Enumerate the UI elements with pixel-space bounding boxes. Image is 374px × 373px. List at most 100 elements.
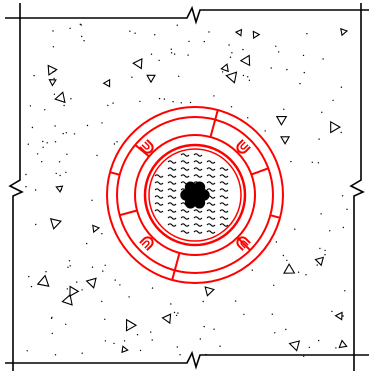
wave-mark — [180, 216, 190, 220]
wave-mark — [206, 167, 216, 171]
concrete-dot — [278, 51, 280, 53]
concrete-dot — [63, 104, 65, 107]
wave-mark — [219, 216, 229, 220]
concrete-dot — [187, 54, 189, 56]
aggregate-triangle — [49, 218, 62, 230]
concrete-dot — [317, 162, 320, 164]
concrete-dot — [342, 315, 344, 317]
wave-mark — [167, 209, 177, 213]
concrete-dot — [340, 131, 342, 134]
concrete-dot — [55, 172, 57, 175]
concrete-slab — [5, 3, 369, 371]
concrete-dot — [332, 99, 334, 102]
wave-mark — [180, 223, 190, 227]
concrete-dot — [107, 104, 109, 107]
wave-mark — [193, 209, 203, 213]
concrete-dot — [69, 27, 71, 29]
aggregate-triangle — [85, 277, 97, 289]
wave-mark — [167, 195, 177, 199]
concrete-dot — [346, 208, 348, 210]
concrete-dot — [113, 342, 115, 345]
concrete-dot — [173, 53, 176, 55]
concrete-dot — [234, 300, 237, 302]
concrete-dot — [150, 331, 152, 333]
concrete-dot — [104, 264, 106, 266]
concrete-dot — [274, 332, 276, 334]
aggregate-triangle — [204, 286, 215, 297]
concrete-dot — [151, 339, 153, 341]
concrete-dot — [28, 275, 30, 278]
concrete-dot — [221, 71, 224, 73]
cable-core-bundle — [180, 181, 210, 209]
concrete-dot — [52, 46, 55, 48]
concrete-dot — [176, 346, 178, 348]
concrete-dot — [179, 354, 181, 356]
wave-mark — [193, 230, 203, 234]
wave-mark — [206, 202, 216, 206]
aggregate-triangle — [102, 78, 111, 88]
wave-mark — [193, 174, 203, 178]
concrete-dot — [104, 340, 107, 342]
aggregate-triangle — [61, 293, 73, 306]
slab-outline-top — [5, 5, 369, 25]
wave-mark — [219, 209, 229, 213]
sleeve-divider — [119, 209, 138, 217]
concrete-dot — [242, 74, 245, 77]
concrete-dot — [34, 189, 37, 191]
concrete-dot — [303, 71, 305, 74]
concrete-dot — [247, 117, 249, 119]
wave-mark — [193, 223, 203, 227]
concrete-dot — [213, 328, 215, 330]
concrete-dot — [119, 284, 121, 286]
concrete-dot — [158, 59, 160, 62]
wave-mark — [193, 160, 203, 164]
wave-mark — [180, 209, 190, 213]
outer-sleeve-ring-inner — [116, 116, 274, 274]
concrete-dot — [31, 126, 34, 129]
concrete-dot — [139, 349, 142, 352]
anchor-hook-inner — [141, 141, 150, 150]
concrete-dot — [129, 30, 131, 32]
concrete-dot — [54, 354, 57, 356]
concrete-dot — [231, 52, 233, 54]
concrete-dot — [321, 111, 323, 114]
concrete-dot — [308, 346, 310, 349]
wave-mark — [154, 174, 164, 178]
concrete-dot — [54, 141, 57, 143]
wave-mark — [219, 188, 229, 192]
aggregate-triangle — [239, 54, 251, 67]
outer-divider — [109, 171, 120, 176]
concrete-dot — [25, 186, 27, 188]
concrete-dot — [205, 353, 207, 356]
concrete-dot — [113, 143, 116, 145]
concrete-dot — [335, 347, 337, 349]
anchor-hook-outer — [236, 236, 251, 251]
concrete-dot — [177, 312, 179, 314]
wave-mark — [206, 181, 216, 185]
wave-mark — [154, 202, 164, 206]
cable-strand — [193, 181, 206, 193]
concrete-dot — [247, 76, 249, 78]
concrete-dot — [199, 338, 201, 340]
outer-divider — [270, 214, 281, 219]
concrete-dot — [41, 161, 43, 163]
concrete-dot — [324, 249, 326, 252]
concrete-dot — [80, 24, 82, 26]
aggregate-triangle — [314, 256, 325, 267]
concrete-dot — [251, 269, 253, 271]
concrete-dot — [318, 339, 320, 342]
concrete-dot — [65, 132, 68, 134]
concrete-dot — [203, 40, 205, 43]
anchor-hook-outer — [139, 139, 154, 154]
aggregate-triangle — [220, 63, 229, 73]
aggregate-triangle — [234, 28, 243, 37]
wave-mark — [180, 153, 190, 157]
concrete-dot — [81, 289, 83, 291]
concrete-dot — [151, 287, 154, 289]
wave-mark — [206, 160, 216, 164]
concrete-dot — [306, 33, 308, 35]
sleeve-divider — [209, 119, 217, 138]
wave-mark — [154, 195, 164, 199]
concrete-dot — [51, 332, 53, 335]
